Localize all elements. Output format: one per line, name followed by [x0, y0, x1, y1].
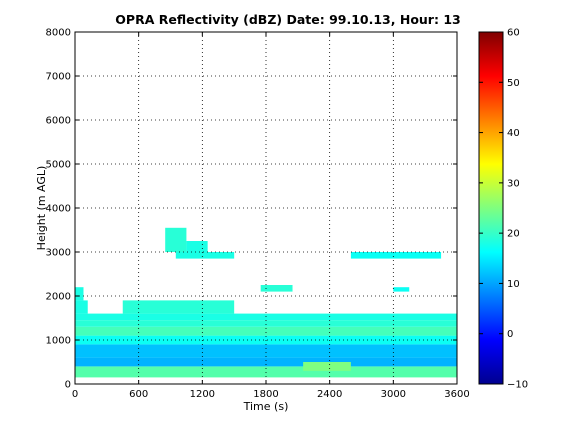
y-tick-label: 6000: [46, 116, 71, 127]
x-tick-label: 0: [72, 389, 78, 400]
heatmap-cell: [75, 326, 457, 336]
y-tick-label: 3000: [46, 248, 71, 259]
y-tick-label: 4000: [46, 204, 71, 215]
colorbar-tick-label: 0: [507, 329, 513, 340]
heatmap-cell: [393, 287, 410, 292]
heatmap-cell: [350, 252, 442, 259]
colorbar-tick-label: 40: [507, 128, 520, 139]
colorbar-tick-label: 30: [507, 178, 520, 189]
y-tick-label: 1000: [46, 336, 71, 347]
heatmap-cell: [303, 362, 351, 371]
x-tick-label: 1800: [253, 389, 278, 400]
x-tick-label: 3000: [381, 389, 406, 400]
colorbar-tick-label: 50: [507, 78, 520, 89]
colorbar-tick-label: −10: [507, 380, 528, 391]
colorbar: [478, 31, 504, 385]
chart-title: OPRA Reflectivity (dBZ) Date: 99.10.13, …: [115, 12, 460, 27]
heatmap-cell: [75, 366, 457, 378]
x-tick-label: 600: [129, 389, 148, 400]
y-tick-label: 8000: [46, 28, 71, 39]
y-axis-label: Height (m AGL): [35, 166, 48, 251]
x-axis: 0 600 1200 1800 2400 3000 3600: [72, 32, 470, 400]
heatmap-cell: [175, 252, 235, 259]
heatmap-cell: [75, 344, 457, 358]
heatmap-cell: [75, 357, 457, 367]
x-tick-label: 1200: [190, 389, 215, 400]
y-tick-label: 2000: [46, 292, 71, 303]
x-axis-label: Time (s): [243, 400, 289, 413]
heatmap-cell: [165, 227, 187, 252]
y-axis: 0 1000 2000 3000 4000 5000 6000 7000 8000: [46, 28, 457, 391]
heatmap-cell: [186, 241, 208, 252]
colorbar-tick-label: 20: [507, 229, 520, 240]
heatmap-cell: [260, 285, 293, 292]
colorbar-tick-label: 60: [507, 28, 520, 39]
heatmap-cell: [75, 287, 84, 301]
heatmap-cell: [75, 320, 457, 327]
y-tick-label: 0: [65, 380, 71, 391]
y-tick-label: 5000: [46, 160, 71, 171]
colorbar-tick-label: 10: [507, 279, 520, 290]
x-tick-label: 2400: [317, 389, 342, 400]
y-tick-label: 7000: [46, 72, 71, 83]
colorbar-axis: −10 0 10 20 30 40 50 60: [479, 28, 528, 391]
heatmap-cell: [122, 300, 235, 314]
grid-lines: [75, 32, 457, 384]
x-tick-label: 3600: [444, 389, 469, 400]
heatmap-cell: [75, 300, 88, 314]
